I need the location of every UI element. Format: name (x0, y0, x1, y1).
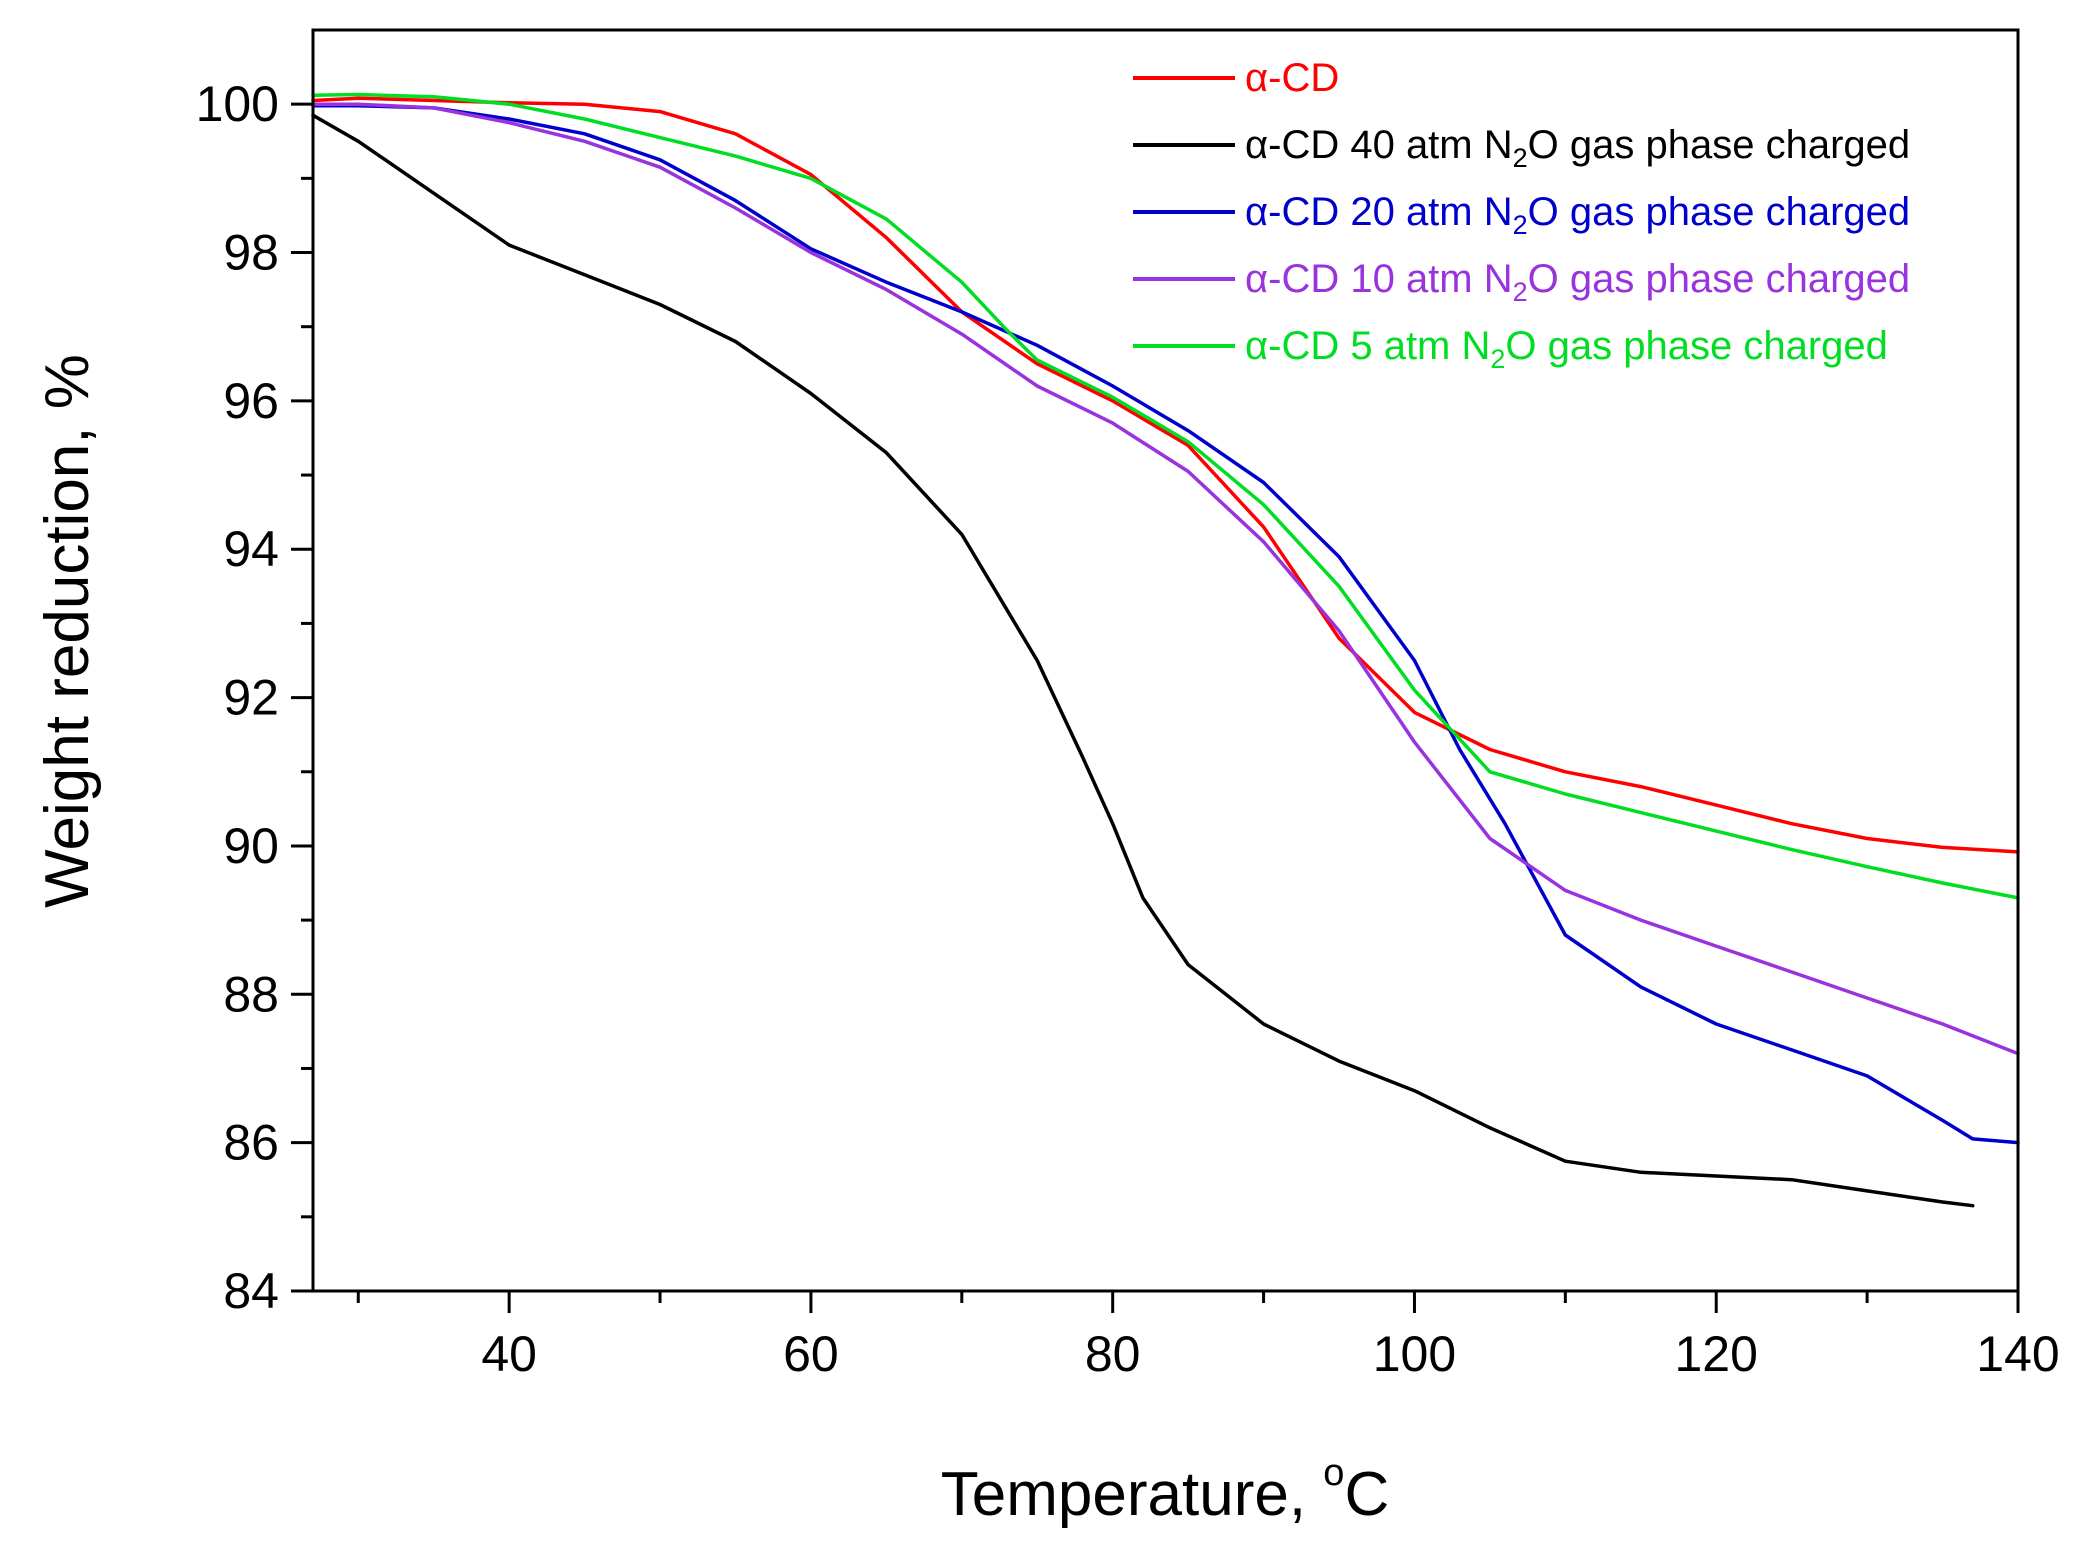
series-line-2 (311, 113, 1975, 1208)
x-axis-title-unit: C (1344, 1460, 1389, 1529)
legend-label-2: α-CD 40 atm N2O gas phase charged (1245, 123, 1910, 173)
x-tick-label-100: 100 (1373, 1326, 1456, 1382)
legend-label-3: α-CD 20 atm N2O gas phase charged (1245, 190, 1910, 240)
series-line-3 (311, 103, 2020, 1145)
legend-text-part: O gas phase charged (1528, 123, 1910, 167)
x-tick-label-60: 60 (783, 1326, 839, 1382)
legend-label-5: α-CD 5 atm N2O gas phase charged (1245, 324, 1888, 374)
x-tick-label-80: 80 (1085, 1326, 1141, 1382)
y-tick-label-100: 100 (196, 76, 279, 132)
y-tick-label-94: 94 (223, 521, 279, 577)
legend-text-part: O gas phase charged (1528, 190, 1910, 234)
legend-text-part: O gas phase charged (1528, 257, 1910, 301)
legend-subscript: 2 (1513, 143, 1528, 173)
series-layer (311, 92, 2020, 1208)
y-tick-label-96: 96 (223, 373, 279, 429)
x-tick-label-40: 40 (481, 1326, 537, 1382)
legend-label-4: α-CD 10 atm N2O gas phase charged (1245, 257, 1910, 307)
legend-label-1: α-CD (1245, 56, 1339, 100)
x-tick-label-120: 120 (1675, 1326, 1758, 1382)
legend-text-part: α-CD 20 atm N (1245, 190, 1513, 234)
legend: α-CDα-CD 40 atm N2O gas phase chargedα-C… (1133, 56, 1910, 374)
y-axis: 84 86 88 90 92 94 96 98 100 (196, 76, 313, 1319)
y-tick-label-92: 92 (223, 670, 279, 726)
x-axis: 40 60 80 100 120 140 (356, 1291, 2060, 1382)
series-line-4 (311, 102, 2020, 1056)
series-line-1 (311, 96, 2020, 854)
legend-text-part: α-CD 10 atm N (1245, 257, 1513, 301)
legend-text-part: α-CD 5 atm N (1245, 324, 1490, 368)
legend-subscript: 2 (1513, 210, 1528, 240)
x-axis-title-degree: o (1323, 1452, 1344, 1494)
x-axis-title: Temperature, oC (941, 1452, 1389, 1529)
legend-text-part: O gas phase charged (1505, 324, 1887, 368)
x-tick-label-140: 140 (1976, 1326, 2059, 1382)
y-tick-label-90: 90 (223, 818, 279, 874)
legend-subscript: 2 (1490, 344, 1505, 374)
y-tick-label-98: 98 (223, 225, 279, 281)
y-tick-label-86: 86 (223, 1115, 279, 1171)
y-axis-title: Weight reduction, % (33, 354, 102, 908)
plot-frame (311, 28, 2020, 1293)
y-tick-label-88: 88 (223, 966, 279, 1022)
y-tick-label-84: 84 (223, 1263, 279, 1319)
legend-text-part: α-CD (1245, 56, 1339, 100)
legend-subscript: 2 (1513, 277, 1528, 307)
series-line-5 (311, 92, 2020, 900)
legend-text-part: α-CD 40 atm N (1245, 123, 1513, 167)
x-axis-title-main: Temperature, (941, 1460, 1324, 1529)
